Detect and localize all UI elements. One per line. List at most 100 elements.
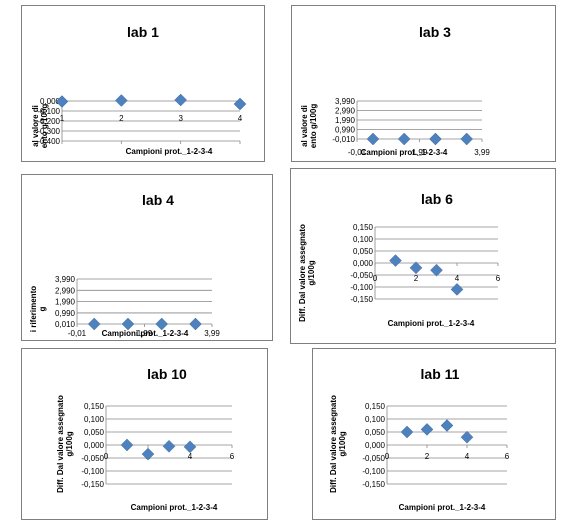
- y-axis-label-line: Diff. Dal valore assegnato: [298, 224, 307, 322]
- y-tick-label: 0,010: [55, 320, 76, 329]
- x-tick-label: 4: [465, 452, 470, 461]
- y-tick-label: 0,990: [335, 126, 356, 135]
- y-tick-label: 1,990: [55, 298, 76, 307]
- x-tick-label: -0,01: [68, 329, 87, 338]
- x-tick-label: 3,99: [474, 148, 490, 157]
- y-tick-label: 0,050: [353, 247, 374, 256]
- chart-panel-lab-1: lab 1 0,000 -0,100 -0,200 -0,300 -0,400 1 2 3 4 …: [21, 5, 265, 162]
- y-tick-label: -0,300: [37, 127, 60, 136]
- y-tick-label: 0,100: [353, 235, 374, 244]
- data-point-marker: [87, 317, 101, 331]
- data-point-marker: [189, 317, 202, 331]
- y-tick-label: -0,100: [37, 107, 60, 116]
- y-axis-label: i riferimentog: [29, 286, 47, 332]
- y-axis-label-line: g/100g: [338, 431, 347, 456]
- y-tick-label: -0,050: [81, 454, 104, 463]
- data-point-marker: [141, 447, 155, 461]
- y-tick-label: 0,990: [55, 309, 76, 318]
- chart-title: lab 10: [147, 366, 187, 382]
- y-tick-label: 1,990: [335, 116, 356, 125]
- chart-panel-lab-10: lab 10 0,150 0,100 0,050 0,000 -0,050 -0,100 -…: [21, 348, 268, 520]
- chart-title: lab 11: [421, 366, 460, 382]
- chart-title: lab 4: [142, 192, 174, 208]
- data-point-marker: [120, 438, 134, 452]
- y-tick-label: -0,100: [350, 283, 373, 292]
- data-point-marker: [397, 132, 411, 146]
- data-point-marker: [420, 423, 434, 436]
- y-tick-label: 0,150: [84, 402, 105, 411]
- x-tick-label: 2: [425, 452, 430, 461]
- y-tick-label: -0,050: [362, 454, 385, 463]
- data-point-marker: [429, 132, 442, 146]
- data-point-marker: [400, 425, 414, 439]
- y-tick-label: 0,150: [353, 223, 374, 232]
- x-axis-label: Campioni prot._1-2-3-4: [102, 329, 189, 338]
- x-tick-label: 0: [385, 452, 390, 461]
- data-point-marker: [389, 254, 402, 267]
- y-axis-label: al valore diento g/100g: [31, 104, 49, 149]
- y-tick-label: -0,100: [81, 467, 104, 476]
- x-tick-label: 2: [119, 114, 124, 123]
- y-axis-label: Diff. Dal valore assegnatog/100g: [329, 395, 347, 493]
- data-point-marker: [121, 317, 135, 331]
- x-tick-label: 1: [60, 114, 65, 123]
- data-point-marker: [409, 261, 423, 275]
- y-tick-label: 0,050: [365, 428, 386, 437]
- data-point-marker: [55, 95, 69, 108]
- x-tick-label: 4: [455, 274, 460, 283]
- y-axis-label-line: Diff. Dal valore assegnato: [329, 395, 338, 493]
- y-tick-label: -0,050: [350, 271, 373, 280]
- y-tick-label: 0,050: [84, 428, 105, 437]
- y-tick-label: 3,990: [335, 97, 356, 106]
- chart-title: lab 1: [127, 24, 159, 40]
- chart-panel-lab-4: lab 4 3,990 2,990 1,990 0,990 0,010 -0,01 1,99…: [21, 174, 273, 341]
- y-tick-label: 0,000: [40, 97, 61, 106]
- x-axis-label: Campioni prot._1-2-3-4: [399, 503, 486, 512]
- data-point-marker: [155, 317, 169, 331]
- data-point-marker: [430, 263, 443, 277]
- chart-panel-lab-3: lab 3 3,990 2,990 1,990 0,990 -0,010 -0,01 1,9…: [291, 5, 556, 162]
- y-axis-label-line: ento g/100g: [40, 104, 49, 149]
- y-axis-label-line: Diff. Dal valore assegnato: [56, 395, 65, 493]
- x-tick-label: 1,99: [137, 329, 153, 338]
- x-tick-label: 3,99: [204, 329, 220, 338]
- data-point-marker: [440, 419, 454, 432]
- x-tick-label: 4: [238, 114, 243, 123]
- y-tick-label: 0,150: [365, 402, 386, 411]
- y-axis-label-line: al valore di: [31, 105, 40, 147]
- data-point-marker: [366, 132, 380, 146]
- y-tick-label: 0,000: [365, 441, 386, 450]
- y-axis-label-line: ento g/100g: [309, 104, 318, 149]
- y-tick-label: -0,150: [362, 480, 385, 489]
- y-tick-label: -0,010: [332, 135, 355, 144]
- x-tick-label: 2: [414, 274, 419, 283]
- x-tick-label: 6: [505, 452, 510, 461]
- y-axis-label: Diff. Dal valore assegnatog/100g: [298, 224, 316, 322]
- y-tick-label: 0,000: [84, 441, 105, 450]
- x-tick-label: 1,99: [412, 148, 428, 157]
- chart-panel-lab-6: lab 6 0,150 0,100 0,050 0,000 -0,050 -0,100 -0…: [290, 168, 556, 344]
- x-axis-label: Campioni prot._1-2-3-4: [361, 148, 448, 157]
- chart-svg-lab-6: lab 6 0,150 0,100 0,050 0,000 -0,050 -0,100 -0…: [298, 191, 501, 328]
- y-tick-label: 2,990: [55, 286, 76, 295]
- y-tick-label: -0,400: [37, 137, 60, 146]
- y-tick-label: 2,990: [335, 107, 356, 116]
- data-point-marker: [114, 94, 128, 107]
- x-tick-label: 6: [496, 274, 501, 283]
- y-tick-label: 0,100: [84, 415, 105, 424]
- y-tick-label: -0,100: [362, 467, 385, 476]
- y-tick-label: -0,200: [37, 117, 60, 126]
- y-axis-label-line: i riferimento: [29, 286, 38, 332]
- x-tick-label: 0: [373, 274, 378, 283]
- y-axis-label-line: g/100g: [307, 260, 316, 285]
- y-tick-label: -0,150: [350, 295, 373, 304]
- x-axis-label: Campioni prot._1-2-3-4: [131, 503, 218, 512]
- x-tick-label: 3: [178, 114, 183, 123]
- y-tick-label: -0,150: [81, 480, 104, 489]
- y-tick-label: 3,990: [55, 275, 76, 284]
- data-point-marker: [450, 283, 464, 296]
- y-tick-label: 0,100: [365, 415, 386, 424]
- chart-svg-lab-11: lab 11 0,150 0,100 0,050 0,000 -0,050 -0,100 -…: [329, 366, 510, 512]
- data-point-marker: [183, 440, 197, 454]
- data-point-marker: [174, 93, 188, 107]
